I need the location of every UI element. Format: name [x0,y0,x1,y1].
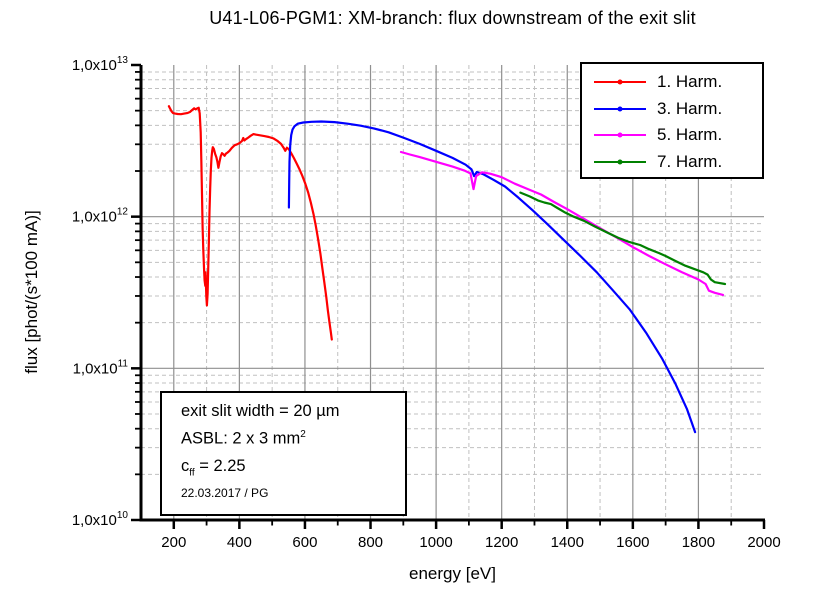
x-tick-label: 800 [358,534,383,551]
legend: 1. Harm. 3. Harm. 5. Harm. 7. Harm. [580,62,764,179]
legend-item: 1. Harm. [594,69,762,96]
x-tick-label: 1200 [485,534,518,551]
x-tick-label: 2000 [747,534,780,551]
chart-title: U41-L06-PGM1: XM-branch: flux downstream… [209,8,696,28]
legend-item-label: 7. Harm. [657,151,723,171]
series [167,105,727,434]
x-axis-label: energy [eV] [409,564,496,583]
x-tick-label: 200 [161,534,186,551]
legend-item-label: 1. Harm. [657,72,723,92]
series-line-3-harm [287,120,697,434]
note-line-asbl: ASBL: 2 x 3 mm2 [181,429,405,449]
axes [131,63,766,529]
x-tick-label: 400 [227,534,252,551]
series-line-1-harm [167,105,333,341]
legend-marker-dot [617,132,623,138]
legend-line-sample [594,132,646,138]
note-date: 22.03.2017 / PG [181,485,269,500]
legend-item-label: 5. Harm. [657,125,723,145]
note-cff-value: = 2.25 [194,456,246,475]
tick-labels: 200 400 600 800 1000 1200 1400 1600 1800 2000 1,0x… [72,55,781,551]
y-tick-label: 1,0x1012 [72,207,129,226]
legend-item: 7. Harm. [594,149,762,176]
legend-item-label: 3. Harm. [657,98,723,118]
x-tick-label: 1000 [419,534,452,551]
note-line-exit-slit: exit slit width = 20 µm [181,402,340,420]
legend-marker-dot [617,159,623,165]
y-tick-label: 1,0x1010 [72,510,129,529]
x-tick-label: 1600 [616,534,649,551]
legend-line-sample [594,106,646,112]
y-axis-label: flux [phot/(s*100 mA)] [22,210,41,374]
legend-line-sample [594,79,646,85]
x-tick-label: 1400 [551,534,584,551]
legend-marker-dot [617,79,623,85]
note-line-cff: cff = 2.25 [181,457,405,478]
legend-marker-dot [617,106,623,112]
series-line-5-harm [399,150,725,296]
x-tick-label: 600 [292,534,317,551]
y-tick-label: 1,0x1011 [73,358,129,377]
note-asbl-sup: 2 [300,429,306,440]
note-cff-c: c [181,456,190,475]
annotation-box: exit slit width = 20 µm ASBL: 2 x 3 mm2 … [160,391,407,516]
x-tick-label: 1800 [682,534,715,551]
note-asbl-text: ASBL: 2 x 3 mm [181,429,301,448]
series-line-7-harm [519,191,727,286]
legend-item: 5. Harm. [594,122,762,149]
y-tick-label: 1,0x1013 [72,55,129,74]
legend-item: 3. Harm. [594,96,762,123]
note-cff-sub: ff [189,466,195,478]
legend-line-sample [594,159,646,165]
